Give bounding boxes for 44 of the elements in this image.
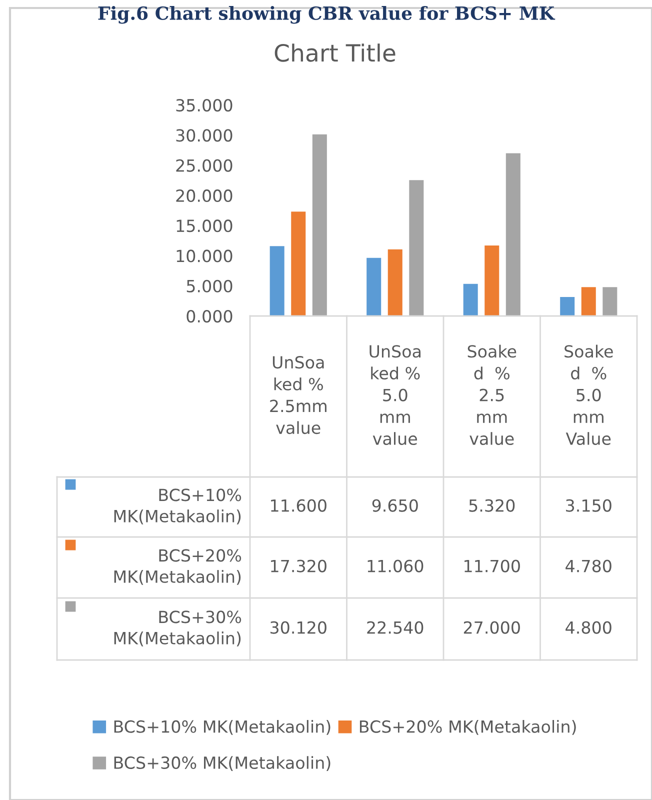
- data-label: 27.000: [464, 621, 520, 634]
- x-tick-label: Soake d % 2.5 mm value: [468, 344, 516, 445]
- bar: [581, 287, 596, 316]
- data-label: 9.650: [372, 499, 418, 512]
- legend-label: BCS+20% MK(Metakaolin): [360, 720, 576, 735]
- y-tick-label: 10.000: [176, 250, 232, 262]
- y-tick-label: 20.000: [176, 189, 232, 202]
- data-label: 4.800: [566, 621, 612, 634]
- bar: [602, 287, 618, 316]
- y-tick-label: 30.000: [176, 129, 232, 142]
- legend-label: BCS+30% MK(Metakaolin): [114, 756, 330, 771]
- legend-label: BCS+10% MK(Metakaolin): [114, 720, 330, 735]
- y-tick-label: 15.000: [176, 220, 232, 232]
- bar: [312, 134, 327, 316]
- bar: [388, 249, 402, 316]
- text: BCS+30% MK(Metakaolin): [114, 610, 242, 646]
- data-label: 30.120: [270, 621, 326, 634]
- data-label: 22.540: [367, 621, 424, 634]
- caption: Fig.6 Chart showing CBR value for BCS+ MK: [98, 6, 556, 24]
- data-label: 4.780: [566, 560, 612, 572]
- data-label: 17.320: [271, 560, 326, 572]
- bar: [270, 246, 284, 316]
- chart-title: Chart Title: [274, 44, 396, 62]
- x-tick-label: Soake d % 5.0 mm Value: [564, 344, 613, 445]
- y-tick-label: 25.000: [176, 159, 232, 172]
- bar: [409, 180, 424, 316]
- x-tick-label: UnSoa ked % 2.5mm value: [270, 356, 326, 434]
- bar: [291, 212, 306, 316]
- data-label: 11.700: [464, 560, 520, 572]
- data-label: 5.320: [469, 499, 515, 512]
- bar: [506, 153, 520, 316]
- text: BCS+10% MK(Metakaolin): [114, 488, 242, 524]
- y-tick-label: 0.000: [186, 310, 232, 323]
- data-label: 3.150: [566, 499, 612, 512]
- data-label: 11.600: [271, 499, 326, 512]
- x-tick-label: UnSoa ked % 5.0 mm value: [370, 345, 420, 445]
- text: BCS+20% MK(Metakaolin): [114, 549, 242, 585]
- y-tick-label: 35.000: [176, 98, 232, 112]
- data-label: 11.060: [368, 560, 424, 572]
- bar: [484, 245, 500, 316]
- bar: [560, 297, 575, 316]
- bar: [463, 284, 478, 316]
- y-tick-label: 5.000: [186, 280, 232, 292]
- bar: [366, 258, 382, 316]
